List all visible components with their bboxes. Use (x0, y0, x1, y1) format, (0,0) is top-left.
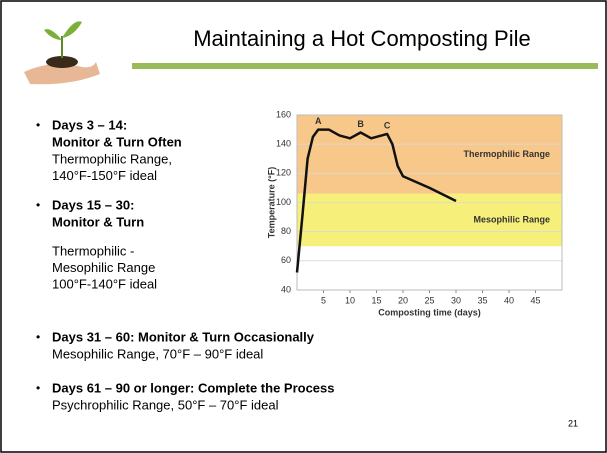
title-bar (132, 63, 598, 69)
bullet-body: Thermophilic Range, (52, 151, 172, 166)
bullet-body: 140°F-150°F ideal (52, 168, 157, 183)
bullet-heading: Days 3 – 14: (52, 117, 127, 132)
bullet-body: Mesophilic Range, 70°F – 90°F ideal (52, 346, 263, 361)
bullet-heading: Monitor & Turn (52, 214, 144, 229)
bullet-heading: Monitor & Turn Often (52, 134, 182, 149)
bullet-body: Psychrophilic Range, 50°F – 70°F ideal (52, 397, 279, 412)
bullet-marker: • (36, 381, 40, 395)
y-tick-label: 40 (281, 284, 291, 294)
y-tick-label: 80 (281, 226, 291, 236)
band-label: Thermophilic Range (463, 149, 550, 159)
y-tick-label: 120 (276, 168, 291, 178)
peak-label: C (384, 120, 391, 130)
x-tick-label: 40 (504, 295, 514, 305)
chart: Thermophilic Range Mesophilic Range 40 60 80… (266, 109, 562, 317)
y-axis-label: Temperature (°F) (266, 167, 276, 238)
bullet-heading: Days 31 – 60: Monitor & Turn Occasionall… (52, 329, 315, 344)
slide-title: Maintaining a Hot Composting Pile (193, 26, 531, 51)
x-tick-label: 20 (398, 295, 408, 305)
x-axis-label: Composting time (days) (378, 307, 481, 317)
bullet-body: Thermophilic - (52, 243, 134, 258)
x-tick-label: 35 (477, 295, 487, 305)
bullet-marker: • (36, 118, 40, 132)
slide: Maintaining a Hot Composting Pile 21 The… (0, 0, 607, 453)
x-tick-label: 45 (530, 295, 540, 305)
page-number: 21 (568, 418, 578, 428)
peak-label: A (315, 116, 322, 126)
y-tick-label: 140 (276, 139, 291, 149)
band-label: Mesophilic Range (473, 214, 550, 224)
bullet-body: 100°F-140°F ideal (52, 276, 157, 291)
bullet-heading: Days 61 – 90 or longer: Complete the Pro… (52, 380, 335, 395)
x-tick-label: 30 (451, 295, 461, 305)
bullet-body: Mesophilic Range (52, 260, 155, 275)
y-tick-label: 160 (276, 109, 291, 119)
x-tick-label: 15 (371, 295, 381, 305)
bullet-marker: • (36, 330, 40, 344)
y-tick-label: 100 (276, 197, 291, 207)
x-tick-label: 10 (345, 295, 355, 305)
bullet-marker: • (36, 198, 40, 212)
y-tick-label: 60 (281, 255, 291, 265)
bullet-heading: Days 15 – 30: (52, 197, 134, 212)
x-tick-label: 5 (321, 295, 326, 305)
peak-label: B (357, 119, 364, 129)
x-tick-label: 25 (424, 295, 434, 305)
